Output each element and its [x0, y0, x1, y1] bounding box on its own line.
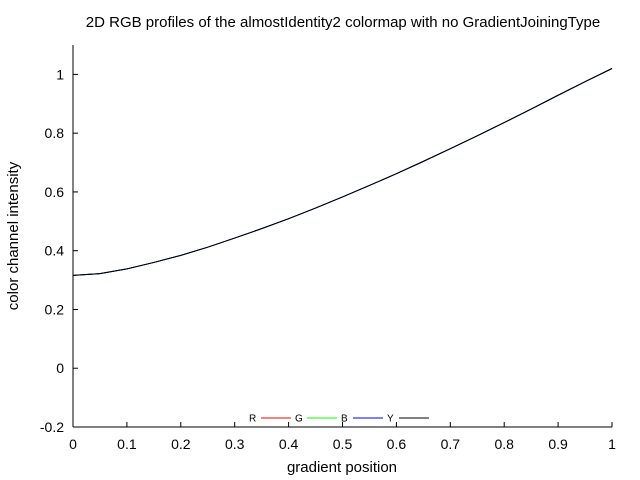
y-tick-label: -0.2 — [40, 419, 64, 435]
y-tick-label: 0.6 — [45, 184, 65, 200]
series-layer — [72, 68, 613, 276]
y-tick-label: 0.2 — [45, 301, 65, 317]
chart-title: 2D RGB profiles of the almostIdentity2 c… — [86, 14, 600, 31]
x-tick-label: 0.1 — [117, 436, 137, 452]
x-tick-label: 0.3 — [225, 436, 245, 452]
legend-label-b: B — [341, 414, 348, 425]
x-tick-label: 0.5 — [333, 436, 353, 452]
x-tick-label: 0.4 — [279, 436, 299, 452]
y-tick-label: 0.4 — [45, 243, 65, 259]
x-axis-label: gradient position — [287, 459, 397, 476]
y-tick-label: 0 — [56, 360, 64, 376]
series-line-b — [72, 68, 613, 276]
x-tick-label: 0.7 — [441, 436, 461, 452]
x-tick-label: 0.9 — [548, 436, 568, 452]
x-tick-label: 0.6 — [387, 436, 407, 452]
x-tick-label: 1 — [608, 436, 616, 452]
series-line-y — [72, 68, 613, 276]
legend-label-r: R — [249, 414, 256, 425]
axes: 0 0.1 0.2 0.3 0.4 0.5 0.6 0.7 0.8 0.9 1 -0.2 0 0.2 0.4… — [40, 45, 616, 452]
series-line-g — [72, 68, 613, 276]
legend-label-y: Y — [387, 414, 394, 425]
x-tick-label: 0.2 — [171, 436, 191, 452]
legend-label-g: G — [295, 414, 303, 425]
y-tick-label: 1 — [56, 66, 64, 82]
x-tick-label: 0 — [69, 436, 77, 452]
y-axis-label: color channel intensity — [5, 161, 22, 310]
x-tick-label: 0.8 — [494, 436, 514, 452]
y-tick-label: 0.8 — [45, 125, 65, 141]
series-line-r — [72, 68, 613, 276]
